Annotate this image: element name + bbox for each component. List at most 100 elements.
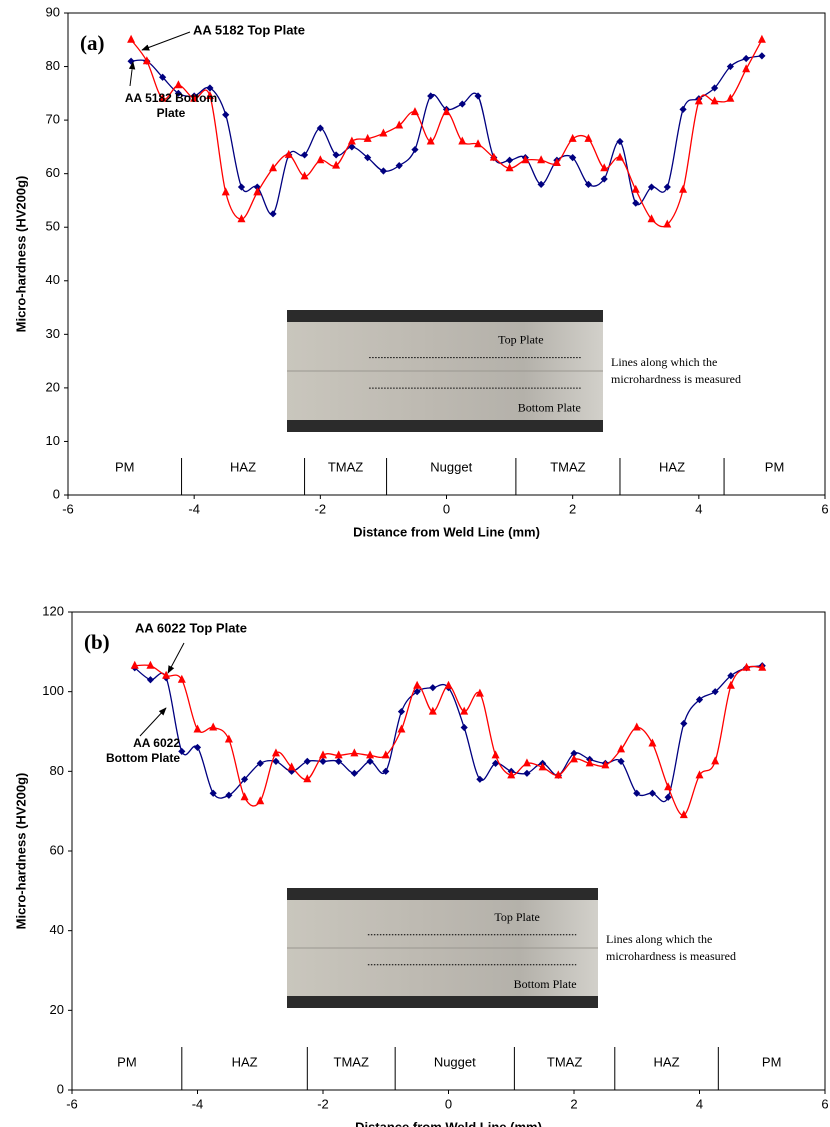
annotation-arrow <box>139 707 167 737</box>
x-tick-label: 6 <box>821 501 828 516</box>
data-point <box>237 214 246 223</box>
data-point <box>426 136 435 145</box>
data-point <box>127 34 136 43</box>
data-point <box>256 796 265 805</box>
data-point <box>568 133 577 142</box>
data-point <box>271 748 280 757</box>
data-point <box>458 100 466 108</box>
data-point <box>679 105 687 113</box>
x-axis-title: Distance from Weld Line (mm) <box>355 1119 542 1127</box>
data-point <box>350 748 359 757</box>
data-point <box>476 775 484 783</box>
data-point <box>178 747 186 756</box>
data-point <box>460 723 468 732</box>
data-point <box>726 680 735 689</box>
inset-edge-bottom <box>287 420 603 432</box>
inset-bottom-label: Bottom Plate <box>514 977 577 991</box>
data-point <box>663 183 671 191</box>
y-tick-label: 80 <box>46 58 60 73</box>
data-point <box>600 163 609 172</box>
data-point <box>428 706 437 715</box>
x-tick-label: -6 <box>62 501 74 516</box>
data-point <box>193 743 202 752</box>
x-tick-label: 2 <box>569 501 576 516</box>
data-point <box>615 152 624 161</box>
x-tick-label: 6 <box>821 1096 828 1111</box>
data-point <box>695 696 704 704</box>
data-point <box>269 210 277 218</box>
y-tick-label: 20 <box>50 1002 64 1017</box>
x-tick-label: 0 <box>443 501 450 516</box>
data-point <box>758 52 766 60</box>
inset-edge-top <box>287 310 603 322</box>
data-point <box>319 750 327 759</box>
x-axis-title: Distance from Weld Line (mm) <box>353 524 540 539</box>
data-point <box>632 199 640 207</box>
zone-label: HAZ <box>654 1054 680 1069</box>
data-point <box>505 156 514 164</box>
data-point <box>316 155 325 164</box>
zone-label: PM <box>765 459 785 474</box>
y-axis-title: Micro-hardness (HV200g) <box>13 176 28 333</box>
data-point <box>127 57 135 65</box>
data-point <box>711 688 719 696</box>
data-point <box>379 167 388 175</box>
data-point <box>617 757 625 765</box>
inset-caption: Lines along which the microhardness is m… <box>611 354 741 386</box>
x-tick-label: 2 <box>570 1096 577 1111</box>
data-point <box>382 767 390 775</box>
data-point <box>240 775 249 783</box>
inset-top-label: Top Plate <box>494 910 540 924</box>
data-point <box>491 759 500 767</box>
data-point <box>413 680 422 689</box>
panel-label: (a) <box>80 31 105 55</box>
data-point <box>648 738 657 747</box>
data-point <box>350 769 358 777</box>
data-point <box>505 163 514 172</box>
data-point <box>475 688 484 697</box>
annotation: AA 6022 Top Plate <box>135 620 247 635</box>
inset-edge-bottom <box>287 996 598 1008</box>
data-point <box>726 62 734 71</box>
data-point <box>269 163 278 172</box>
data-point <box>726 93 735 102</box>
y-axis-title: Micro-hardness (HV200g) <box>13 773 28 930</box>
data-point <box>648 789 657 797</box>
data-point <box>335 757 343 765</box>
annotation: AA 5182 Top Plate <box>193 22 305 37</box>
data-point <box>742 662 751 671</box>
data-point <box>523 769 531 777</box>
data-point <box>695 770 704 779</box>
data-point <box>142 56 151 65</box>
inset-caption-box: Lines along which the microhardness is m… <box>606 932 736 963</box>
data-point <box>237 183 246 191</box>
zone-label: HAZ <box>230 459 256 474</box>
data-point <box>616 137 624 146</box>
zone-label: HAZ <box>659 459 685 474</box>
data-point <box>300 171 309 180</box>
data-point <box>193 724 202 733</box>
data-point <box>395 120 404 129</box>
y-tick-label: 30 <box>46 326 60 341</box>
inset-edge-top <box>287 888 598 900</box>
data-point <box>444 680 453 689</box>
data-point <box>240 792 249 801</box>
x-tick-label: -4 <box>188 501 200 516</box>
zone-label: TMAZ <box>550 459 585 474</box>
y-tick-label: 80 <box>50 763 64 778</box>
data-point <box>209 789 217 797</box>
data-point <box>205 91 214 100</box>
data-point <box>474 139 483 148</box>
data-point <box>680 719 688 728</box>
series-line <box>130 39 763 228</box>
data-point <box>287 762 296 771</box>
data-point <box>711 84 719 92</box>
data-point <box>552 157 561 166</box>
data-point <box>442 107 451 116</box>
zone-label: PM <box>762 1054 782 1069</box>
data-point <box>316 124 324 132</box>
y-tick-label: 100 <box>42 683 64 698</box>
data-point <box>679 810 688 819</box>
data-point <box>363 133 372 142</box>
